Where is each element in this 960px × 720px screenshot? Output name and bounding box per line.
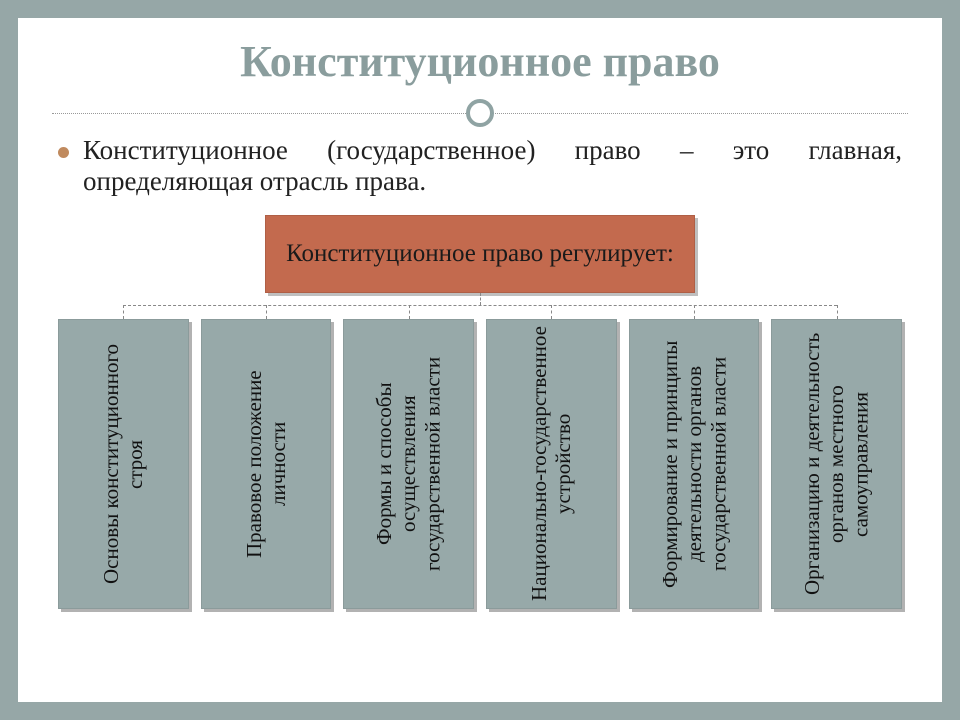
child-node-label: Формы и способы осуществления государств… (372, 320, 444, 608)
title-divider (52, 101, 908, 125)
connector-child-stem (123, 305, 124, 319)
slide-inner: Конституционное право Конституционное (г… (18, 18, 942, 702)
slide-frame: Конституционное право Конституционное (г… (0, 0, 960, 720)
definition-bullet: Конституционное (государственное) право … (58, 135, 902, 197)
connector-child-stem (266, 305, 267, 319)
connector-area (58, 293, 902, 319)
child-node-label: Правовое положение личности (242, 320, 290, 608)
connector-horizontal (123, 305, 836, 306)
root-node-label: Конституционное право регулирует: (286, 239, 674, 269)
divider-circle-icon (466, 99, 494, 127)
connector-child-stem (694, 305, 695, 319)
hierarchy-diagram: Конституционное право регулирует: Основы… (58, 215, 902, 609)
connector-child-stem (837, 305, 838, 319)
child-node-label: Формирование и принципы деятельности орг… (658, 320, 730, 608)
child-node: Национально-государственное устройство (486, 319, 617, 609)
definition-text: Конституционное (государственное) право … (83, 135, 902, 197)
children-row: Основы конституционного строя Правовое по… (58, 319, 902, 609)
connector-root-stem (480, 293, 481, 305)
child-node-label: Организацию и деятельность органов местн… (800, 320, 872, 608)
child-node-label: Национально-государственное устройство (527, 320, 575, 608)
connector-child-stem (551, 305, 552, 319)
child-node-label: Основы конституционного строя (99, 320, 147, 608)
bullet-dot-icon (58, 147, 69, 158)
root-node: Конституционное право регулирует: (265, 215, 695, 293)
child-node: Формы и способы осуществления государств… (343, 319, 474, 609)
connector-child-stem (409, 305, 410, 319)
child-node: Формирование и принципы деятельности орг… (629, 319, 760, 609)
child-node: Организацию и деятельность органов местн… (771, 319, 902, 609)
slide-title: Конституционное право (18, 18, 942, 101)
child-node: Основы конституционного строя (58, 319, 189, 609)
child-node: Правовое положение личности (201, 319, 332, 609)
